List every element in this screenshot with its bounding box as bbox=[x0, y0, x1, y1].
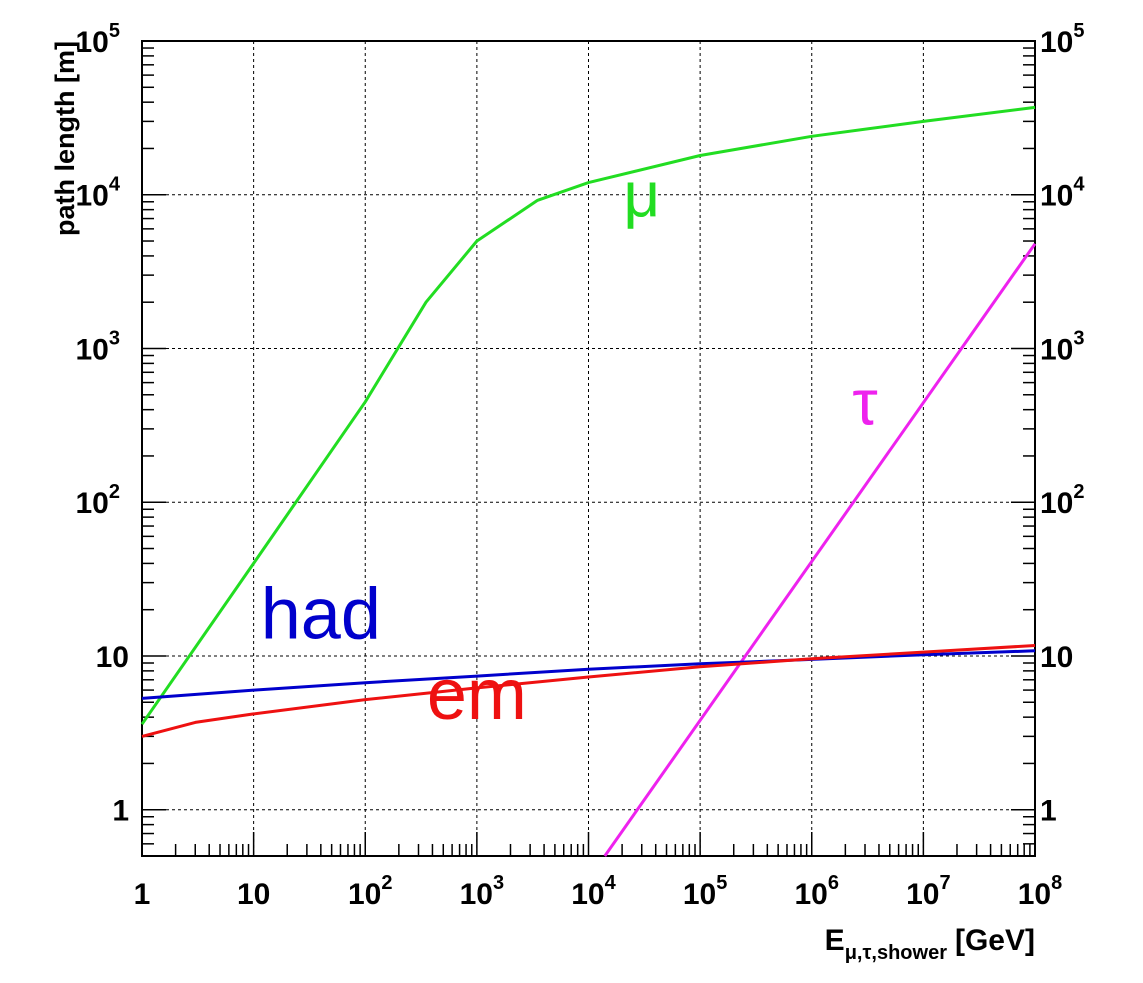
x-tick-label-base: 10 bbox=[571, 878, 604, 911]
x-tick-label: 106 bbox=[795, 872, 840, 911]
x-tick-label-exponent: 5 bbox=[716, 872, 727, 894]
series-annotation-mu: μ bbox=[623, 159, 660, 231]
y-tick-label-right-exponent: 2 bbox=[1073, 481, 1084, 503]
x-tick-label-exponent: 8 bbox=[1051, 872, 1062, 894]
x-tick-label-base: 10 bbox=[906, 878, 939, 911]
x-tick-label-exponent: 7 bbox=[940, 872, 951, 894]
y-tick-label: 104 bbox=[76, 174, 121, 213]
grid bbox=[142, 41, 1035, 856]
x-tick-label: 104 bbox=[571, 872, 616, 911]
y-axis-title: path length [m] bbox=[50, 41, 80, 236]
y-tick-label-base: 10 bbox=[76, 333, 109, 366]
x-tick-label: 108 bbox=[1018, 872, 1063, 911]
series-annotation-em: em bbox=[427, 655, 527, 735]
x-tick-label-exponent: 3 bbox=[493, 872, 504, 894]
y-tick-label-right: 105 bbox=[1040, 20, 1085, 59]
y-tick-label-right: 102 bbox=[1040, 481, 1085, 520]
x-axis-title-main: E bbox=[825, 924, 845, 957]
y-tick-label-right-base: 10 bbox=[1040, 487, 1073, 520]
y-tick-label-right-base: 1 bbox=[1040, 795, 1057, 828]
series-lines bbox=[140, 105, 1037, 857]
y-tick-label-right-exponent: 5 bbox=[1073, 20, 1084, 42]
x-tick-label: 103 bbox=[460, 872, 505, 911]
y-tick-label-right: 10 bbox=[1040, 641, 1073, 674]
x-tick-label-base: 10 bbox=[1018, 878, 1051, 911]
x-axis-title: Eμ,τ,shower [GeV] bbox=[825, 924, 1035, 964]
y-tick-label-right: 103 bbox=[1040, 327, 1085, 366]
x-tick-label-base: 10 bbox=[237, 878, 270, 911]
y-tick-label-base: 10 bbox=[76, 26, 109, 59]
y-tick-label: 105 bbox=[76, 20, 121, 59]
y-tick-label-right-base: 10 bbox=[1040, 26, 1073, 59]
series-line-em bbox=[141, 644, 1036, 738]
series-line-mu bbox=[140, 105, 1036, 726]
y-tick-label-exponent: 5 bbox=[109, 20, 120, 42]
x-tick-label-exponent: 4 bbox=[605, 872, 617, 894]
series-line-had bbox=[141, 649, 1036, 700]
y-tick-label-exponent: 4 bbox=[109, 174, 121, 196]
y-tick-label-base: 10 bbox=[76, 487, 109, 520]
y-tick-label-right-exponent: 4 bbox=[1073, 174, 1085, 196]
y-tick-label: 1 bbox=[112, 795, 129, 828]
y-tick-label-right-base: 10 bbox=[1040, 333, 1073, 366]
y-tick-label-right-exponent: 3 bbox=[1073, 327, 1084, 349]
x-tick-label-exponent: 6 bbox=[828, 872, 839, 894]
series-annotation-tau: τ bbox=[852, 367, 877, 439]
x-tick-label-base: 1 bbox=[134, 878, 151, 911]
x-tick-label-exponent: 2 bbox=[381, 872, 392, 894]
x-axis-title-subscript: μ,τ,shower bbox=[845, 942, 948, 964]
y-tick-label-base: 10 bbox=[76, 180, 109, 213]
x-tick-label: 10 bbox=[237, 878, 270, 911]
y-tick-label-right-base: 10 bbox=[1040, 180, 1073, 213]
axis-ticks bbox=[141, 40, 1036, 857]
series-annotation-had: had bbox=[261, 574, 381, 654]
x-tick-label: 105 bbox=[683, 872, 728, 911]
series-line-tau bbox=[603, 242, 1037, 857]
y-tick-label-right: 1 bbox=[1040, 795, 1057, 828]
y-tick-label-exponent: 2 bbox=[109, 481, 120, 503]
y-tick-label: 10 bbox=[96, 641, 129, 674]
x-tick-labels: 1 10 102 103 104 105 106 107 108 bbox=[134, 872, 1063, 911]
x-tick-label: 1 bbox=[134, 878, 151, 911]
x-tick-label: 107 bbox=[906, 872, 951, 911]
y-tick-label-right-base: 10 bbox=[1040, 641, 1073, 674]
y-tick-label-base: 10 bbox=[96, 641, 129, 674]
x-tick-label: 102 bbox=[348, 872, 393, 911]
y-tick-label-base: 1 bbox=[112, 795, 129, 828]
y-tick-label-right: 104 bbox=[1040, 174, 1085, 213]
x-tick-label-base: 10 bbox=[348, 878, 381, 911]
x-tick-label-base: 10 bbox=[795, 878, 828, 911]
y-tick-label: 103 bbox=[76, 327, 121, 366]
y-tick-label: 102 bbox=[76, 481, 121, 520]
y-tick-label-exponent: 3 bbox=[109, 327, 120, 349]
x-axis-title-unit: [GeV] bbox=[955, 924, 1035, 957]
x-tick-label-base: 10 bbox=[460, 878, 493, 911]
x-tick-label-base: 10 bbox=[683, 878, 716, 911]
